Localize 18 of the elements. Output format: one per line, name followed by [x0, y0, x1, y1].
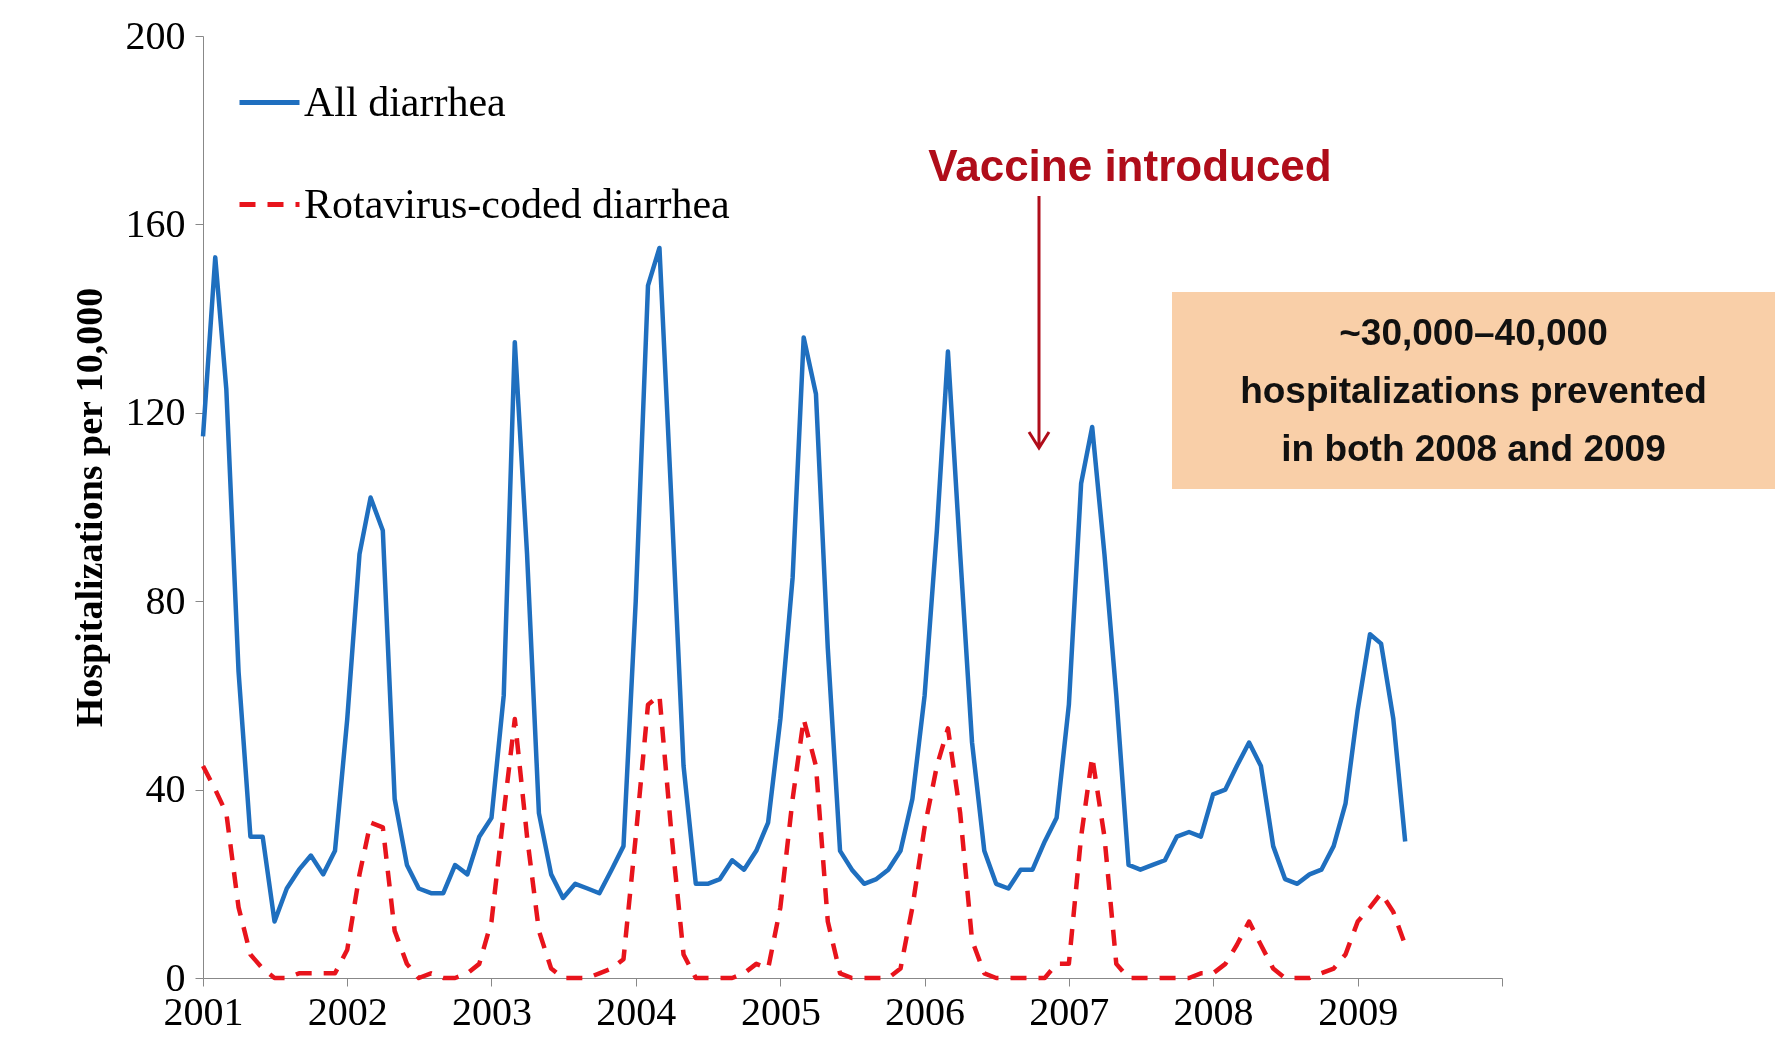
x-tick-label: 2005 — [740, 988, 821, 1034]
x-tick-label: 2004 — [596, 988, 677, 1034]
y-axis-title: Hospitalizations per 10,000 — [67, 287, 110, 728]
callout-box: ~30,000–40,000 hospitalizations prevented in both 2008 and 2009 — [1172, 292, 1775, 489]
y-tick-label: 160 — [125, 200, 186, 246]
x-tick-label: 2002 — [307, 988, 388, 1034]
y-tick-label: 40 — [145, 766, 186, 812]
y-tick-label: 200 — [125, 12, 186, 58]
x-tick-label: 2006 — [885, 988, 966, 1034]
legend-label: All diarrhea — [304, 78, 507, 125]
x-tick-label: 2009 — [1318, 988, 1399, 1034]
annotation: Vaccine introduced — [927, 140, 1333, 192]
y-tick-label: 120 — [125, 389, 186, 435]
x-tick-label: 2007 — [1029, 988, 1110, 1034]
x-tick-label: 2008 — [1173, 988, 1254, 1034]
legend-label: Rotavirus-coded diarrhea — [304, 180, 731, 227]
y-tick-label: 80 — [145, 577, 186, 623]
x-tick-label: 2003 — [451, 988, 532, 1034]
